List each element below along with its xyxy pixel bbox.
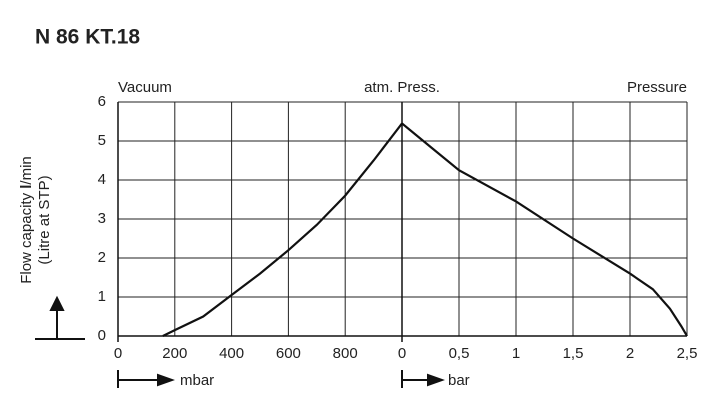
y-tick-label: 2 xyxy=(98,249,106,266)
y-tick-label: 0 xyxy=(98,327,106,344)
arrow-head xyxy=(427,373,445,387)
x-tick-label: 600 xyxy=(276,345,301,362)
x-tick-label: 800 xyxy=(333,345,358,362)
y-label-part: l xyxy=(18,185,35,189)
left-header: Vacuum xyxy=(118,79,172,96)
y-label-part: Flow capacity xyxy=(18,189,35,284)
x-label: bar xyxy=(448,372,470,389)
x-tick-label: 1 xyxy=(512,345,520,362)
x-tick-label: 1,5 xyxy=(563,345,584,362)
y-label-2: (Litre at STP) xyxy=(36,175,53,264)
x-tick-label: 0 xyxy=(114,345,122,362)
arrow-head xyxy=(157,373,175,387)
y-tick-label: 3 xyxy=(98,210,106,227)
x-tick-label: 2 xyxy=(626,345,634,362)
y-tick-label: 6 xyxy=(98,93,106,110)
arrow-head xyxy=(49,295,65,311)
center-header: atm. Press. xyxy=(364,79,440,96)
arrows xyxy=(35,295,445,388)
right-header: Pressure xyxy=(627,79,687,96)
x-tick-label: 0 xyxy=(398,345,406,362)
x-label: mbar xyxy=(180,372,214,389)
curve xyxy=(401,122,688,337)
y-label-part: /min xyxy=(18,156,35,184)
y-tick-label: 5 xyxy=(98,132,106,149)
y-tick-label: 4 xyxy=(98,171,106,188)
curve xyxy=(162,122,403,337)
x-tick-label: 0,5 xyxy=(449,345,470,362)
x-tick-label: 400 xyxy=(219,345,244,362)
y-label: Flow capacity l/min xyxy=(18,156,35,284)
x-tick-label: 2,5 xyxy=(677,345,698,362)
y-tick-label: 1 xyxy=(98,288,106,305)
chart-title: N 86 KT.18 xyxy=(35,26,140,49)
x-tick-label: 200 xyxy=(162,345,187,362)
